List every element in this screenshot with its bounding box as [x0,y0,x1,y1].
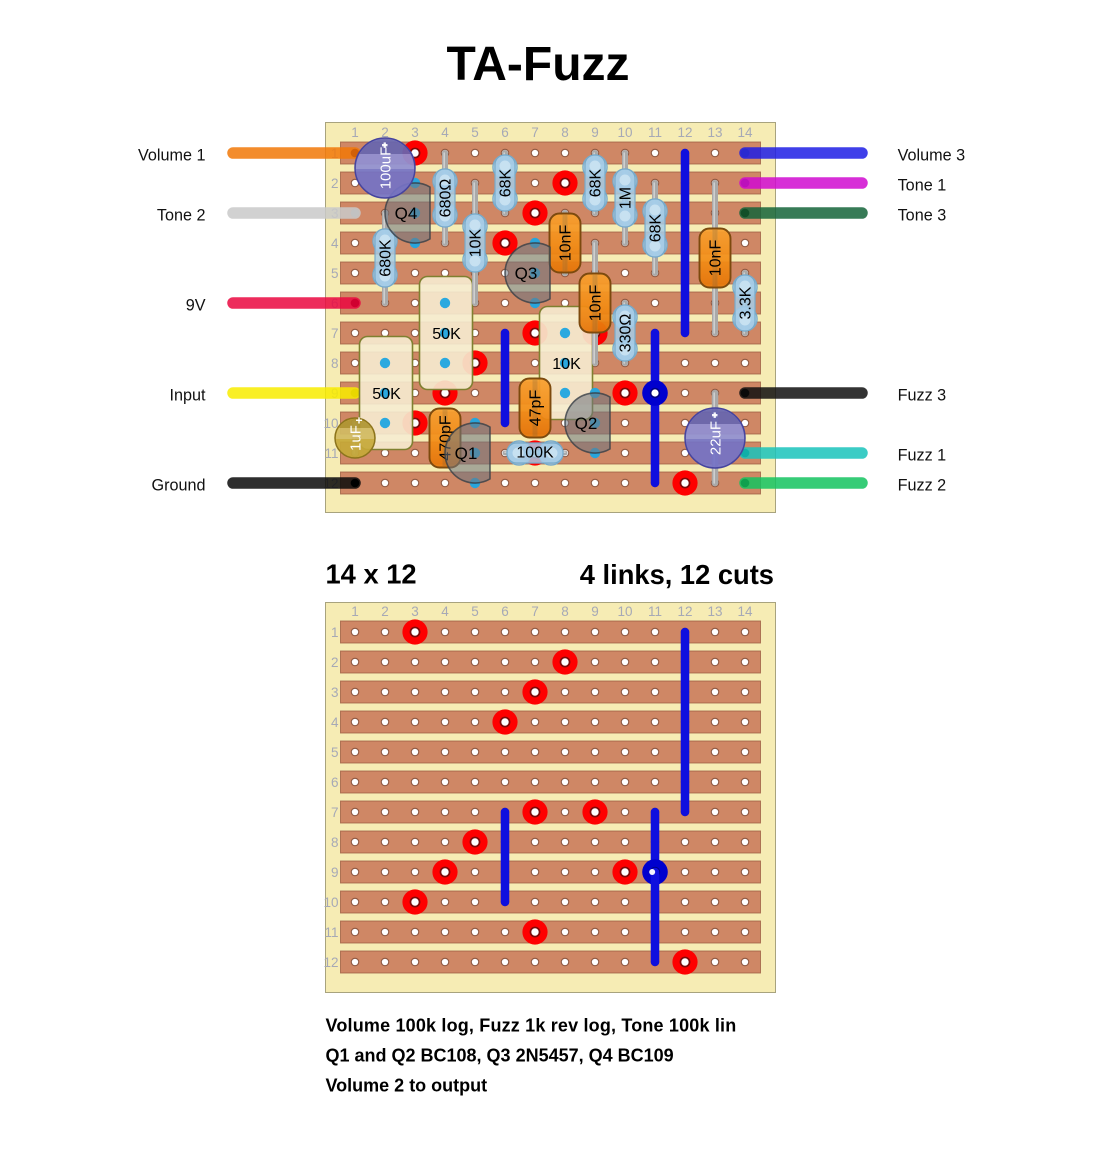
svg-text:Q1: Q1 [455,444,478,463]
svg-text:5: 5 [331,745,339,760]
svg-text:100K: 100K [516,445,554,462]
svg-text:Q3: Q3 [515,264,538,283]
svg-text:9: 9 [591,125,599,140]
svg-text:22uF: 22uF [708,421,725,455]
svg-text:68K: 68K [648,213,665,242]
svg-text:7: 7 [531,125,539,140]
svg-text:680Ω: 680Ω [438,179,455,218]
svg-text:2: 2 [381,604,389,619]
svg-text:50K: 50K [432,326,461,343]
svg-text:Q1 and Q2 BC108, Q3 2N5457, Q4: Q1 and Q2 BC108, Q3 2N5457, Q4 BC109 [326,1046,674,1066]
svg-text:Ground: Ground [152,477,206,495]
svg-text:10: 10 [617,125,632,140]
svg-text:13: 13 [707,125,722,140]
svg-text:4: 4 [331,236,339,251]
svg-text:10K: 10K [552,356,581,373]
svg-text:9: 9 [331,865,339,880]
svg-text:Fuzz 2: Fuzz 2 [898,477,947,495]
svg-text:8: 8 [561,604,569,619]
svg-text:11: 11 [648,125,662,140]
svg-text:11: 11 [648,604,662,619]
svg-text:6: 6 [501,604,509,619]
svg-text:Tone 1: Tone 1 [898,177,947,195]
svg-text:Q4: Q4 [395,204,418,223]
svg-text:Volume 1: Volume 1 [138,147,206,165]
svg-text:9: 9 [591,604,599,619]
svg-text:10: 10 [323,895,338,910]
svg-text:10nF: 10nF [708,240,725,277]
svg-text:1M: 1M [618,187,635,209]
svg-text:1uF: 1uF [348,425,365,451]
svg-text:TA-Fuzz: TA-Fuzz [446,38,629,91]
svg-text:330Ω: 330Ω [618,314,635,353]
svg-text:Volume 3: Volume 3 [898,147,966,165]
svg-text:4 links, 12 cuts: 4 links, 12 cuts [580,559,774,590]
svg-text:680K: 680K [378,239,395,277]
svg-text:6: 6 [501,125,509,140]
svg-text:8: 8 [331,835,339,850]
svg-text:Volume 2 to output: Volume 2 to output [326,1076,488,1096]
svg-text:7: 7 [331,326,339,341]
svg-text:12: 12 [677,604,692,619]
svg-text:12: 12 [323,955,338,970]
svg-text:10nF: 10nF [588,285,605,322]
svg-text:6: 6 [331,775,339,790]
svg-text:1: 1 [351,604,359,619]
svg-text:47pF: 47pF [528,390,545,427]
svg-text:3.3K: 3.3K [738,286,755,319]
svg-text:2: 2 [381,125,389,140]
svg-text:50K: 50K [372,386,401,403]
svg-text:68K: 68K [588,168,605,197]
svg-text:4: 4 [441,125,449,140]
svg-text:3: 3 [411,604,419,619]
svg-text:Fuzz 3: Fuzz 3 [898,387,947,405]
svg-text:Tone 2: Tone 2 [157,207,206,225]
svg-text:10nF: 10nF [558,225,575,262]
svg-text:14: 14 [737,604,753,619]
svg-text:5: 5 [331,266,339,281]
svg-text:8: 8 [561,125,569,140]
svg-text:1: 1 [331,625,339,640]
svg-text:12: 12 [677,125,692,140]
svg-text:Fuzz 1: Fuzz 1 [898,447,947,465]
svg-text:14: 14 [737,125,753,140]
svg-text:Input: Input [169,387,206,405]
svg-text:3: 3 [331,685,339,700]
svg-text:8: 8 [331,356,339,371]
svg-text:68K: 68K [498,168,515,197]
svg-text:4: 4 [331,715,339,730]
svg-text:2: 2 [331,655,339,670]
svg-text:9V: 9V [186,297,206,315]
svg-text:10: 10 [617,604,632,619]
svg-text:3: 3 [411,125,419,140]
svg-text:5: 5 [471,604,479,619]
svg-text:11: 11 [324,446,338,461]
svg-text:1: 1 [351,125,359,140]
svg-text:100uF: 100uF [378,147,395,190]
svg-text:+: + [355,414,362,428]
svg-text:14 x 12: 14 x 12 [326,559,417,590]
svg-text:13: 13 [707,604,722,619]
svg-text:4: 4 [441,604,449,619]
svg-text:5: 5 [471,125,479,140]
svg-text:Tone 3: Tone 3 [898,207,947,225]
svg-text:7: 7 [531,604,539,619]
svg-text:7: 7 [331,805,339,820]
svg-text:2: 2 [331,176,339,191]
svg-text:10: 10 [323,416,338,431]
svg-text:11: 11 [324,925,338,940]
svg-text:Q2: Q2 [575,414,598,433]
svg-text:Volume 100k log, Fuzz 1k rev l: Volume 100k log, Fuzz 1k rev log, Tone 1… [326,1016,737,1036]
svg-text:10K: 10K [468,228,485,257]
